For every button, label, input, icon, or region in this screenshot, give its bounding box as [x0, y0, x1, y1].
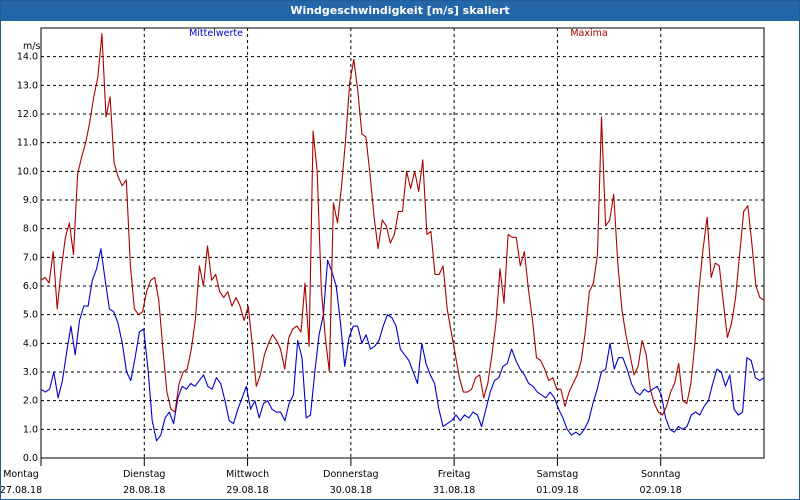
y-tick-label: 6.0: [23, 281, 38, 292]
y-tick-label: 3.0: [23, 367, 38, 378]
x-tick-date-label: 02.09.18: [640, 485, 682, 496]
y-tick-label: 0.0: [23, 453, 38, 464]
y-tick-label: 7.0: [23, 252, 38, 263]
x-tick-date-label: 29.08.18: [226, 485, 268, 496]
x-tick-day-label: Montag: [3, 469, 39, 480]
y-tick-label: 14.0: [17, 52, 38, 63]
x-tick-day-label: Donnerstag: [323, 469, 378, 480]
x-tick-date-label: 27.08.18: [1, 485, 42, 496]
series-line-mittelwerte: [40, 248, 765, 442]
x-tick-date-label: 01.09.18: [536, 485, 578, 496]
series-line-maxima: [40, 33, 765, 416]
x-tick-day-label: Samstag: [537, 469, 579, 480]
y-tick-label: 2.0: [23, 396, 38, 407]
y-tick-label: 9.0: [23, 195, 38, 206]
y-axis-label: m/s: [23, 41, 40, 52]
x-tick-date-label: 28.08.18: [123, 485, 165, 496]
plot-frame: [40, 27, 765, 459]
x-axis-ticks: Montag 27.08.18 Dienstag 28.08.18 Mittwoch 29…: [1, 458, 682, 496]
y-tick-label: 10.0: [17, 166, 38, 177]
x-tick-date-label: 30.08.18: [330, 485, 372, 496]
x-tick-day-label: Freitag: [438, 469, 471, 480]
y-tick-label: 12.0: [17, 109, 38, 120]
legend-entry-maxima: Maxima: [570, 28, 607, 39]
y-tick-label: 11.0: [17, 138, 38, 149]
legend: Mittelwerte Maxima: [189, 28, 608, 39]
y-tick-label: 13.0: [17, 80, 38, 91]
y-axis-ticks: 0.0 1.0 2.0 3.0 4.0 5.0 6.0 7.0 8.0 9.0 10.0 11.0 12…: [17, 52, 38, 464]
grid-lines: [41, 28, 764, 459]
window-title: Windgeschwindigkeit [m/s] skaliert: [1, 1, 799, 21]
y-tick-label: 4.0: [23, 338, 38, 349]
x-tick-day-label: Sonntag: [641, 469, 680, 480]
y-tick-label: 8.0: [23, 224, 38, 235]
y-tick-label: 1.0: [23, 424, 38, 435]
y-tick-label: 5.0: [23, 310, 38, 321]
x-tick-day-label: Mittwoch: [226, 469, 269, 480]
series-lines: [40, 33, 765, 442]
legend-entry-mittelwerte: Mittelwerte: [189, 28, 243, 39]
x-tick-day-label: Dienstag: [123, 469, 165, 480]
x-tick-date-label: 31.08.18: [433, 485, 475, 496]
